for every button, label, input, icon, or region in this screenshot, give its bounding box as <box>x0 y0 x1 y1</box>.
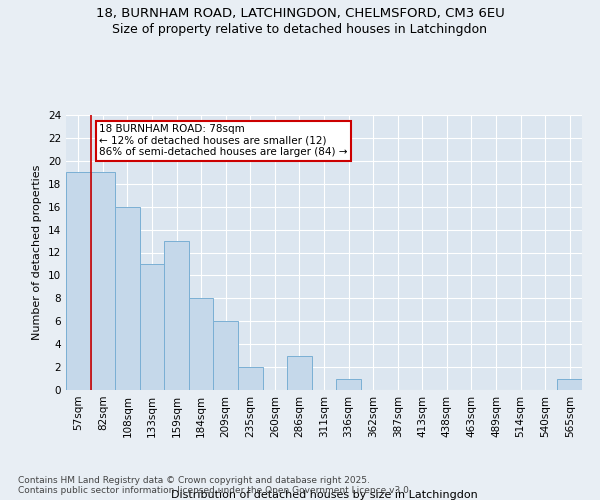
Bar <box>140 264 164 390</box>
Y-axis label: Number of detached properties: Number of detached properties <box>32 165 43 340</box>
Bar <box>189 298 214 390</box>
Bar <box>287 356 312 390</box>
Bar <box>115 206 140 390</box>
Text: 18, BURNHAM ROAD, LATCHINGDON, CHELMSFORD, CM3 6EU: 18, BURNHAM ROAD, LATCHINGDON, CHELMSFOR… <box>95 8 505 20</box>
Bar <box>557 378 582 390</box>
Text: 18 BURNHAM ROAD: 78sqm
← 12% of detached houses are smaller (12)
86% of semi-det: 18 BURNHAM ROAD: 78sqm ← 12% of detached… <box>99 124 347 158</box>
X-axis label: Distribution of detached houses by size in Latchingdon: Distribution of detached houses by size … <box>170 490 478 500</box>
Bar <box>336 378 361 390</box>
Bar <box>164 241 189 390</box>
Bar <box>66 172 91 390</box>
Bar <box>238 367 263 390</box>
Text: Size of property relative to detached houses in Latchingdon: Size of property relative to detached ho… <box>113 22 487 36</box>
Text: Contains HM Land Registry data © Crown copyright and database right 2025.
Contai: Contains HM Land Registry data © Crown c… <box>18 476 412 495</box>
Bar <box>214 322 238 390</box>
Bar <box>91 172 115 390</box>
